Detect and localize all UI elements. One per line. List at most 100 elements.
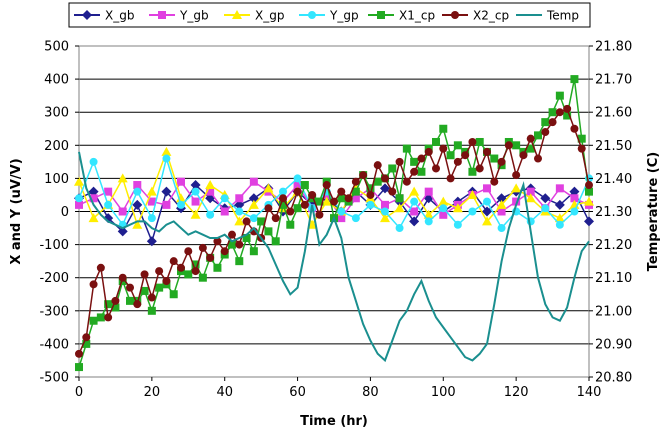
data-point	[133, 300, 142, 309]
data-point	[497, 157, 506, 166]
y-tick-label: 500	[44, 40, 69, 55]
data-point	[512, 141, 521, 150]
data-point	[213, 237, 222, 246]
data-point	[438, 196, 449, 206]
data-point	[235, 207, 244, 216]
data-point	[512, 197, 521, 206]
data-point	[417, 167, 426, 176]
y-axis-title: X and Y (uV/V)	[9, 158, 24, 264]
series-y-gp	[75, 154, 593, 233]
data-point	[585, 181, 593, 190]
y2-tick-label: 20.90	[595, 337, 632, 352]
data-point	[155, 283, 164, 292]
data-point	[584, 216, 594, 227]
series-x1-cp	[75, 75, 593, 372]
data-point	[541, 118, 550, 127]
data-point	[424, 217, 433, 226]
data-point	[410, 207, 419, 216]
data-point	[540, 193, 551, 204]
data-point	[248, 199, 259, 209]
data-point	[118, 273, 127, 282]
x-tick-label: 100	[431, 385, 456, 400]
y2-tick-label: 21.60	[595, 106, 632, 121]
data-point	[351, 194, 360, 203]
data-point	[117, 226, 128, 237]
data-point	[330, 197, 338, 206]
x-tick-label: 0	[75, 385, 83, 400]
data-point	[162, 200, 171, 209]
y2-tick-label: 21.30	[595, 205, 632, 220]
data-point	[75, 349, 83, 358]
data-point	[395, 157, 404, 166]
y2-tick-label: 21.10	[595, 271, 632, 286]
y2-tick-label: 21.40	[595, 172, 632, 187]
data-point	[388, 164, 397, 173]
data-point	[293, 174, 302, 183]
legend-marker	[232, 10, 242, 19]
data-point	[315, 210, 324, 219]
data-point	[381, 207, 389, 216]
y-tick-label: 100	[44, 172, 69, 187]
data-point	[409, 216, 420, 227]
x-tick-label: 40	[216, 385, 233, 400]
data-point	[206, 187, 215, 196]
data-point	[242, 233, 251, 242]
data-point	[220, 247, 229, 256]
data-point	[249, 214, 258, 223]
data-point	[417, 154, 426, 163]
data-point	[541, 204, 550, 213]
legend-marker	[377, 11, 385, 19]
data-point	[198, 243, 207, 252]
legend-item: X1_cp	[368, 9, 435, 23]
data-point	[394, 203, 405, 213]
data-point	[395, 194, 404, 203]
data-point	[563, 111, 572, 120]
data-point	[191, 267, 200, 276]
data-point	[234, 216, 245, 226]
data-point	[213, 263, 222, 272]
data-point	[525, 193, 536, 203]
data-point	[366, 200, 375, 209]
data-point	[177, 200, 185, 209]
data-point	[300, 200, 309, 209]
data-point	[286, 220, 295, 229]
data-point	[117, 173, 128, 183]
data-point	[468, 207, 477, 216]
data-point	[75, 363, 83, 372]
data-point	[132, 199, 143, 210]
data-point	[169, 257, 178, 266]
data-point	[235, 194, 244, 203]
data-point	[89, 157, 98, 166]
data-point	[468, 167, 477, 176]
series-line	[78, 78, 590, 368]
legend-label: Y_gb	[179, 9, 209, 23]
data-point	[126, 283, 134, 292]
data-point	[570, 194, 579, 203]
data-point	[190, 180, 201, 191]
data-point	[344, 194, 353, 203]
data-point	[555, 91, 564, 100]
data-point	[147, 293, 156, 302]
data-point	[190, 209, 201, 219]
data-point	[526, 187, 535, 196]
y-tick-label: -100	[39, 238, 69, 253]
data-point	[279, 200, 287, 209]
axes: 0 20 40 60 80 100 120 140 500 400 300 200 100 0 -100 -2…	[39, 40, 632, 401]
data-point	[235, 240, 244, 249]
data-point	[169, 290, 178, 299]
data-point	[88, 213, 99, 223]
data-point	[315, 197, 324, 206]
data-point	[279, 194, 287, 203]
data-point	[75, 194, 83, 203]
data-point	[570, 207, 579, 216]
data-point	[74, 176, 84, 186]
legend-label: X2_cp	[473, 9, 509, 23]
x-tick-label: 80	[362, 385, 379, 400]
data-point	[191, 187, 200, 196]
data-point	[453, 141, 462, 150]
data-point	[475, 137, 484, 146]
data-point	[133, 187, 142, 196]
data-point	[554, 199, 565, 210]
y-tick-label: 200	[44, 139, 69, 154]
data-point	[89, 316, 98, 325]
